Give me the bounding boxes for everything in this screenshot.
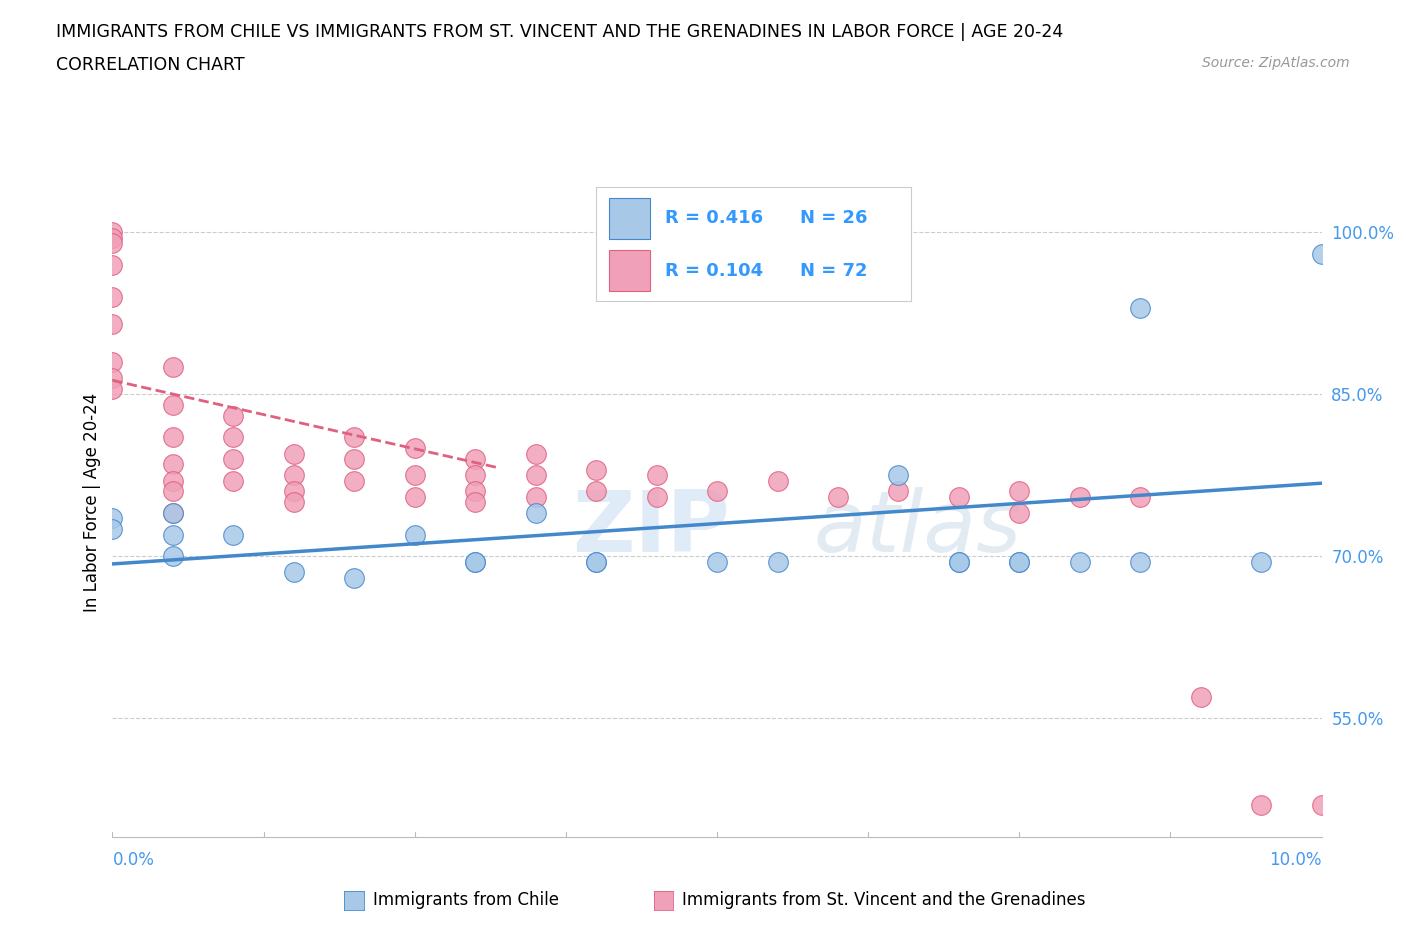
Point (162, 506, 184, 521)
Point (706, 554, 728, 569)
Point (766, 554, 789, 569)
Point (101, 258, 124, 272)
Point (162, 527, 184, 542)
Point (343, 473, 366, 488)
Point (524, 506, 547, 521)
Point (948, 554, 970, 569)
Y-axis label: In Labor Force | Age 20-24: In Labor Force | Age 20-24 (83, 392, 101, 612)
Point (1129, 554, 1152, 569)
Point (887, 468, 910, 483)
Text: 0.0%: 0.0% (112, 851, 155, 869)
Point (222, 527, 245, 542)
Point (283, 484, 305, 498)
Point (948, 554, 970, 569)
Point (887, 484, 910, 498)
Text: IMMIGRANTS FROM CHILE VS IMMIGRANTS FROM ST. VINCENT AND THE GRENADINES IN LABOR: IMMIGRANTS FROM CHILE VS IMMIGRANTS FROM… (56, 23, 1063, 41)
Point (1008, 554, 1031, 569)
Point (1008, 484, 1031, 498)
Point (101, 316, 124, 331)
Point (1069, 554, 1091, 569)
Point (1310, 246, 1333, 261)
Point (222, 452, 245, 467)
Point (404, 441, 426, 456)
Point (343, 570, 366, 585)
Point (464, 554, 486, 569)
Point (1250, 554, 1272, 569)
Point (101, 370, 124, 385)
Point (1069, 489, 1091, 504)
Point (101, 289, 124, 304)
Point (645, 489, 668, 504)
Point (162, 397, 184, 412)
Point (162, 549, 184, 564)
Text: atlas: atlas (814, 487, 1022, 570)
Point (464, 495, 486, 510)
Text: 10.0%: 10.0% (1270, 851, 1322, 869)
Point (283, 495, 305, 510)
Point (585, 554, 607, 569)
Point (101, 225, 124, 240)
Point (404, 527, 426, 542)
Point (1250, 797, 1272, 812)
Text: CORRELATION CHART: CORRELATION CHART (56, 56, 245, 73)
Point (343, 430, 366, 445)
Point (101, 381, 124, 396)
Point (343, 452, 366, 467)
Point (404, 489, 426, 504)
Point (464, 554, 486, 569)
Point (162, 430, 184, 445)
Point (101, 522, 124, 537)
Point (283, 446, 305, 461)
Point (101, 230, 124, 245)
Point (101, 511, 124, 525)
Point (222, 408, 245, 423)
Point (766, 473, 789, 488)
Point (1189, 689, 1212, 704)
Point (1008, 506, 1031, 521)
Point (222, 473, 245, 488)
Point (827, 489, 849, 504)
Point (162, 360, 184, 375)
Point (524, 489, 547, 504)
Point (706, 484, 728, 498)
Point (1310, 797, 1333, 812)
Point (948, 489, 970, 504)
Point (101, 235, 124, 250)
Point (101, 354, 124, 369)
Point (464, 452, 486, 467)
Point (585, 554, 607, 569)
Point (222, 430, 245, 445)
Point (1129, 300, 1152, 315)
Point (645, 468, 668, 483)
Text: Immigrants from St. Vincent and the Grenadines: Immigrants from St. Vincent and the Gren… (682, 891, 1085, 910)
Point (283, 565, 305, 579)
Point (585, 484, 607, 498)
Point (1008, 554, 1031, 569)
Point (585, 462, 607, 477)
Point (162, 506, 184, 521)
Text: Source: ZipAtlas.com: Source: ZipAtlas.com (1202, 56, 1350, 70)
Point (162, 457, 184, 472)
Point (283, 468, 305, 483)
Point (464, 468, 486, 483)
Point (524, 468, 547, 483)
Point (1129, 489, 1152, 504)
Text: ZIP: ZIP (572, 487, 730, 570)
Point (162, 473, 184, 488)
Text: Immigrants from Chile: Immigrants from Chile (373, 891, 558, 910)
Point (464, 484, 486, 498)
Point (524, 446, 547, 461)
Point (162, 484, 184, 498)
Point (404, 468, 426, 483)
